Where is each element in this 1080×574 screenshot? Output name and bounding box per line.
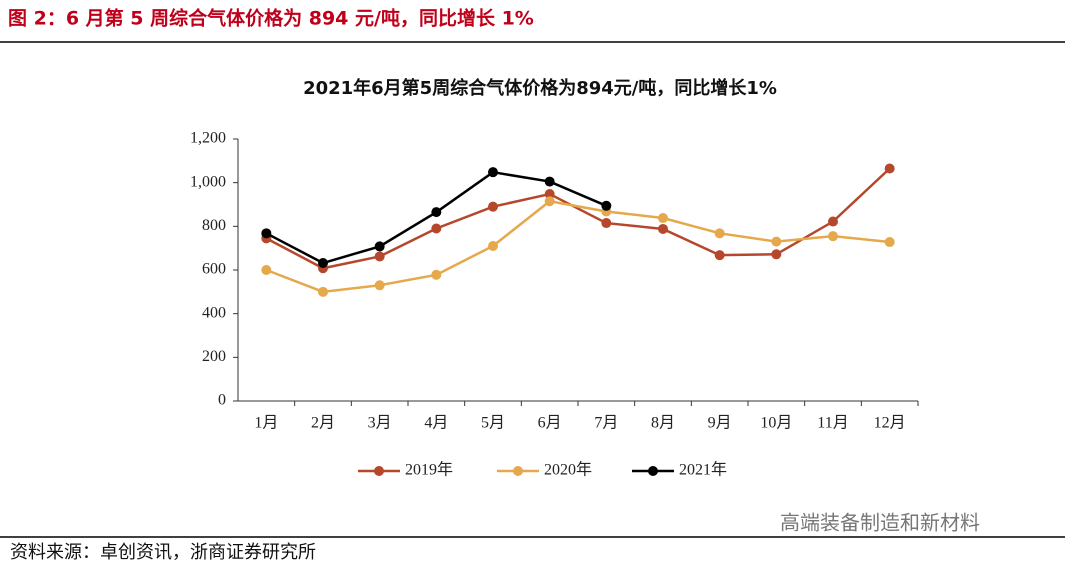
y-tick-label: 1,200 — [190, 130, 226, 147]
x-tick-label: 5月 — [481, 415, 505, 432]
x-tick-label: 11月 — [817, 415, 848, 432]
data-point — [884, 163, 895, 174]
data-point — [828, 231, 838, 242]
y-tick-label: 200 — [202, 348, 226, 365]
x-tick-label: 10月 — [760, 415, 792, 432]
x-tick-label: 2月 — [311, 415, 335, 432]
y-tick-label: 0 — [218, 392, 226, 409]
source-note: 资料来源：卓创资讯，浙商证券研究所 — [10, 542, 316, 563]
series-line — [265, 170, 607, 265]
data-point — [884, 237, 895, 248]
data-point — [658, 213, 668, 224]
data-point — [544, 176, 555, 187]
y-tick-label: 400 — [202, 304, 226, 321]
data-point — [544, 189, 555, 200]
x-tick-label: 3月 — [368, 415, 392, 432]
x-tick-label: 7月 — [594, 415, 618, 432]
legend-label: 2019年 — [405, 461, 453, 479]
x-tick-label: 12月 — [874, 415, 906, 432]
legend-label: 2020年 — [544, 461, 592, 479]
data-point — [318, 286, 328, 297]
legend-marker — [374, 466, 384, 476]
data-point — [488, 240, 498, 251]
data-point — [828, 216, 838, 227]
watermark: 高端装备制造和新材料 — [780, 511, 980, 535]
data-point — [544, 196, 555, 207]
x-tick-label: 4月 — [424, 415, 448, 432]
figure-caption: 图 2：6 月第 5 周综合气体价格为 894 元/吨，同比增长 1% — [8, 7, 534, 30]
x-tick-label: 6月 — [538, 415, 562, 432]
y-tick-label: 1,000 — [190, 173, 226, 190]
legend-label: 2021年 — [679, 461, 727, 479]
x-tick-label: 8月 — [651, 415, 675, 432]
data-point — [431, 223, 442, 234]
series-line — [265, 199, 890, 294]
legend-marker — [648, 466, 658, 476]
legend-marker — [513, 466, 523, 476]
y-tick-label: 800 — [202, 217, 226, 234]
data-point — [374, 280, 385, 291]
x-tick-label: 1月 — [254, 415, 278, 432]
data-point — [318, 258, 328, 269]
data-point — [658, 223, 668, 234]
data-point — [261, 265, 272, 275]
chart-title: 2021年6月第5周综合气体价格为894元/吨，同比增长1% — [303, 77, 777, 99]
data-point — [601, 200, 612, 211]
data-point — [714, 228, 725, 239]
x-tick-label: 9月 — [708, 415, 732, 432]
data-point — [374, 251, 385, 262]
data-point — [374, 241, 385, 252]
data-point — [714, 250, 725, 261]
data-point — [601, 218, 612, 229]
series-line — [265, 167, 891, 270]
data-point — [431, 207, 442, 218]
data-point — [771, 236, 782, 247]
y-tick-label: 600 — [202, 261, 226, 278]
data-point — [488, 167, 498, 178]
data-point — [488, 201, 498, 212]
data-point — [261, 228, 272, 239]
data-point — [771, 249, 782, 260]
data-point — [431, 269, 442, 280]
